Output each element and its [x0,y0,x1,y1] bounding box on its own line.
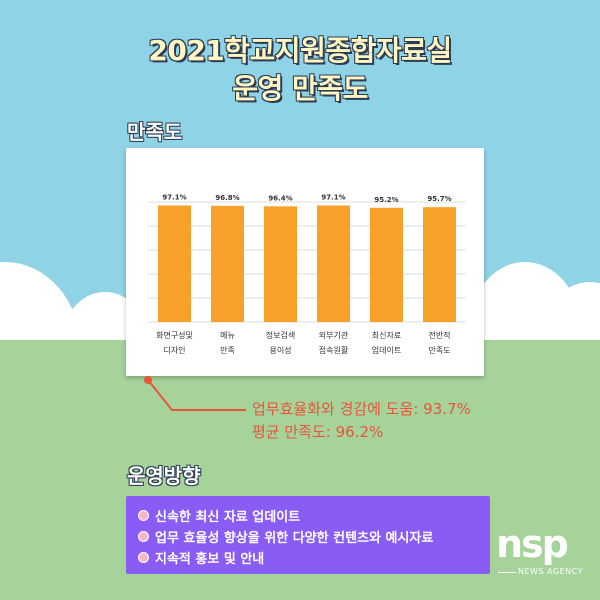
direction-item: 업무 효율성 향상을 위한 다양한 컨텐츠와 예시자료 [138,525,433,547]
bar [317,205,350,322]
bar [423,207,456,322]
bar-value-label: 96.8% [215,194,239,202]
logo-subtitle: NEWS AGENCY [518,567,583,576]
callout-efficiency-text: 업무효율화와 경감에 도움: 93.7% [252,400,471,418]
x-tick-label: 용이성 [269,345,291,355]
bar-value-label: 95.2% [374,196,398,204]
x-tick-label: 화면구성및 [156,330,193,340]
page-title-line1: 2021학교지원종합자료실 [148,34,452,67]
direction-item-text: 업무 효율성 향상을 위한 다양한 컨텐츠와 예시자료 [155,530,434,546]
direction-item: 신속한 최신 자료 업데이트 [138,504,300,526]
direction-item-text: 신속한 최신 자료 업데이트 [155,509,301,525]
bar-value-label: 97.1% [321,193,345,201]
page-title-line2: 운영 만족도 [232,72,368,105]
satisfaction-section-label: 만족도 [127,120,183,144]
bar-value-label: 96.4% [268,194,292,202]
x-tick-label: 만족 [220,346,235,355]
bullet-icon [138,530,149,542]
x-tick-label: 디자인 [163,345,185,355]
bullet-icon [138,551,149,563]
x-tick-label: 정보검색 [266,330,295,340]
nsp-logo: nsp NEWS AGENCY [496,524,592,590]
x-tick-label: 만족도 [428,346,450,355]
direction-box: 신속한 최신 자료 업데이트 업무 효율성 향상을 위한 다양한 컨텐츠와 예시… [126,496,490,574]
callout-average-text: 평균 만족도: 96.2% [252,423,384,441]
x-tick-label: 접속원활 [319,345,349,355]
bar [264,206,297,322]
logo-divider [498,572,516,573]
bar [158,205,191,322]
direction-section-label: 운영방향 [127,464,201,488]
bullet-icon [138,509,149,521]
callout-dot [144,376,152,384]
bar-value-label: 95.7% [427,195,451,203]
x-tick-label: 외부기관 [319,330,349,340]
bar [370,207,403,322]
x-tick-label: 최신자료 [372,330,401,340]
bar [211,205,244,322]
bar-value-label: 97.1% [162,193,186,201]
x-tick-label: 전반적 [428,330,450,340]
direction-item-text: 지속적 홍보 및 안내 [155,551,265,567]
logo-mark: nsp [496,522,569,566]
x-tick-label: 메뉴 [220,331,235,340]
direction-item: 지속적 홍보 및 안내 [138,546,264,568]
x-tick-label: 업데이트 [372,345,401,355]
